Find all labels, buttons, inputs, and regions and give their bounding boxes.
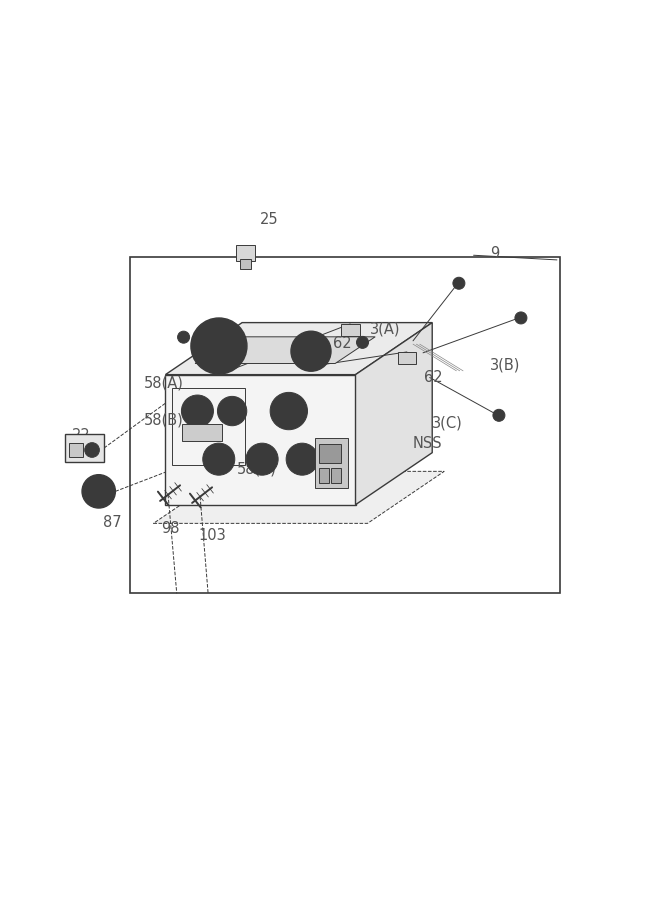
Circle shape xyxy=(211,452,226,466)
Circle shape xyxy=(301,341,321,361)
Bar xyxy=(319,444,341,463)
Circle shape xyxy=(280,402,297,419)
Bar xyxy=(240,259,251,268)
Circle shape xyxy=(95,488,103,495)
Circle shape xyxy=(203,443,235,475)
Polygon shape xyxy=(195,337,375,364)
Bar xyxy=(319,468,329,482)
Circle shape xyxy=(191,318,247,374)
Circle shape xyxy=(85,443,99,457)
Text: 9: 9 xyxy=(490,246,500,261)
Circle shape xyxy=(82,474,115,508)
Circle shape xyxy=(181,395,213,428)
Text: NSS: NSS xyxy=(412,436,442,451)
Polygon shape xyxy=(153,472,444,524)
Text: 3(B): 3(B) xyxy=(490,357,521,372)
Circle shape xyxy=(453,277,465,289)
Circle shape xyxy=(217,396,247,426)
Text: 62: 62 xyxy=(334,336,352,351)
Bar xyxy=(315,438,348,488)
Text: 58(A): 58(A) xyxy=(237,461,277,476)
Circle shape xyxy=(89,482,108,500)
Bar xyxy=(130,256,560,593)
Circle shape xyxy=(203,330,235,362)
Polygon shape xyxy=(165,322,432,374)
Circle shape xyxy=(212,339,225,353)
Bar xyxy=(65,434,104,462)
Text: 37: 37 xyxy=(193,424,212,439)
Bar xyxy=(236,245,255,261)
Text: 87: 87 xyxy=(103,515,122,529)
Circle shape xyxy=(515,312,527,324)
Circle shape xyxy=(291,331,331,371)
Text: 98: 98 xyxy=(161,521,180,536)
Text: 3(C): 3(C) xyxy=(432,416,463,431)
Text: 3(A): 3(A) xyxy=(370,321,401,336)
Text: 103: 103 xyxy=(199,528,227,543)
Circle shape xyxy=(270,392,307,429)
Circle shape xyxy=(189,403,205,419)
Circle shape xyxy=(177,331,189,343)
Text: 58(B): 58(B) xyxy=(143,412,183,427)
Circle shape xyxy=(246,443,278,475)
Bar xyxy=(398,352,416,364)
Circle shape xyxy=(255,452,269,466)
Text: 58(A): 58(A) xyxy=(143,376,183,391)
Bar xyxy=(331,468,341,482)
Text: 62: 62 xyxy=(424,371,442,385)
Text: 25: 25 xyxy=(260,212,279,228)
Bar xyxy=(341,324,360,336)
Text: 22: 22 xyxy=(72,428,91,443)
Bar xyxy=(69,444,83,456)
Polygon shape xyxy=(356,322,432,505)
Bar xyxy=(182,425,222,441)
Circle shape xyxy=(286,443,318,475)
Polygon shape xyxy=(165,374,356,505)
Circle shape xyxy=(225,404,239,419)
Circle shape xyxy=(356,337,368,348)
Circle shape xyxy=(295,452,309,466)
Circle shape xyxy=(493,410,505,421)
